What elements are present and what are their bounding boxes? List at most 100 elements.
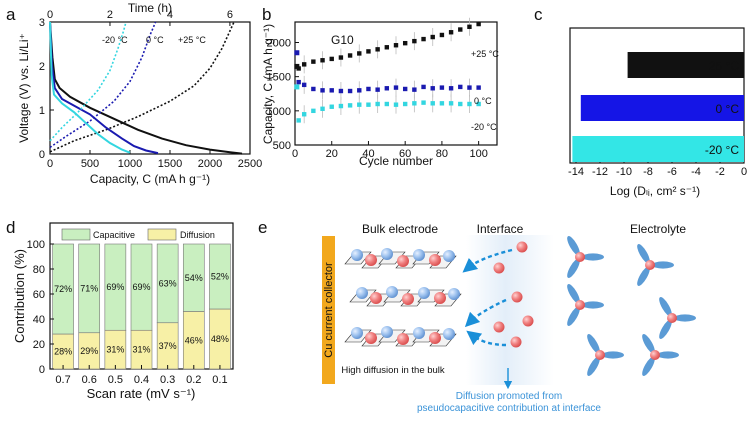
panel-d-capacitive-label: 54%	[185, 273, 203, 283]
panel-b-point-25C	[393, 43, 399, 48]
panel-b-point-25C	[384, 45, 390, 50]
panel-b-frame	[294, 21, 498, 146]
solvent-molecule	[642, 356, 655, 376]
panel-a-top-tick-label: 4	[167, 9, 173, 21]
panel-a-top-tick-label: 0	[47, 9, 53, 21]
li-ion	[365, 332, 377, 344]
panel-d-legend-capacitive: Capacitive	[93, 230, 135, 240]
panel-d-y-tick-label: 100	[27, 239, 45, 251]
panel-d-capacitive-label: 63%	[159, 278, 177, 288]
panel-d-legend-diffusion: Diffusion	[180, 230, 215, 240]
panel-b-point--20C	[402, 101, 408, 107]
solvated-li-ion	[575, 300, 585, 310]
panel-b-point-0C	[430, 86, 435, 91]
panel-b-point-0C	[357, 88, 362, 93]
panel-a-legend-25: +25 °C	[178, 35, 206, 45]
panel-d-capacitive-bar	[78, 243, 101, 334]
panel-e-label: e	[258, 218, 267, 237]
li-ion	[365, 254, 377, 266]
panel-d-x-axis-title: Scan rate (mV s⁻¹)	[87, 386, 196, 401]
panel-c-bar-label: 0 °C	[716, 102, 740, 116]
panel-b-x-tick-label: 40	[362, 148, 374, 160]
panel-c-x-tick-label: -8	[643, 166, 653, 178]
panel-b-point-0C	[347, 88, 353, 94]
panel-b-point--20C	[357, 102, 362, 107]
interface-li-ion	[522, 315, 534, 327]
panel-d-diffusion-label: 28%	[54, 347, 72, 357]
panel-b-x-tick-label: 60	[399, 148, 411, 160]
solvent-molecule	[652, 261, 674, 269]
interface-li-ion	[510, 336, 522, 348]
panel-b-point-0C	[448, 86, 454, 91]
panel-b-points	[294, 17, 481, 124]
panel-b-x-tick-label: 100	[469, 148, 487, 160]
panel-b-point-0C	[375, 87, 380, 92]
panel-d-x-tick-label: 0.4	[134, 374, 149, 386]
panel-a-charge--20C	[49, 21, 127, 142]
panel-d-y-axis-title: Contribution (%)	[12, 249, 27, 343]
panel-b-point-25C	[467, 24, 472, 29]
panel-d-y-tick-label: 0	[39, 364, 45, 376]
solvated-li-ion	[595, 350, 605, 360]
panel-c-bar	[580, 95, 744, 121]
solvent-molecule	[674, 314, 696, 322]
panel-b-y-axis-title: Capacity, C (mA h g⁻¹)	[261, 24, 275, 144]
panel-d-x-tick-label: 0.2	[186, 374, 201, 386]
host-atom	[381, 248, 393, 260]
panel-b-point--20C	[458, 101, 463, 107]
panel-b-point--20C	[301, 112, 307, 117]
solvent-molecule	[567, 236, 580, 256]
li-ion	[397, 255, 409, 267]
host-atom	[351, 249, 363, 261]
panel-a-charge-25C	[49, 21, 235, 153]
panel-b-point-0C	[384, 86, 390, 91]
diffusion-arrow	[462, 248, 513, 273]
diffusion-note-line2: pseudocapacitive contribution at interfa…	[417, 403, 601, 414]
panel-b-ticks: 0 20 40 60 80 100 500 1000 1500 2000	[267, 38, 488, 161]
panel-c-x-tick-label: 0	[741, 166, 747, 178]
solvent-molecule	[659, 297, 672, 317]
panel-a-label: a	[6, 5, 16, 24]
panel-b-point-25C	[430, 34, 435, 40]
panel-b-point-25C	[439, 32, 445, 38]
panel-b-first-point-0C	[294, 50, 300, 56]
panel-b-point--20C	[296, 118, 301, 123]
panel-b-point-25C	[320, 58, 325, 63]
panel-b-point--20C	[347, 103, 353, 108]
panel-b-point-0C	[421, 84, 426, 90]
panel-d-ticks: 0 20 40 60 80 100 0.7 0.6 0.5 0.4 0.3 0.2 0.1	[27, 239, 228, 386]
panel-b-point-0C	[393, 85, 399, 90]
solvated-li-ion	[645, 260, 655, 270]
panel-b-point--20C	[421, 100, 426, 105]
panel-d-capacitive-bar	[52, 243, 74, 335]
interface-title: Interface	[477, 222, 524, 236]
panel-d-capacitive-label: 52%	[211, 272, 229, 282]
panel-b-point--20C	[448, 101, 454, 106]
panel-d-capacitive-bar	[104, 243, 127, 331]
panel-a-y-tick-label: 0	[39, 149, 45, 161]
panel-a-y-tick-label: 3	[39, 17, 45, 29]
host-atom	[418, 287, 430, 299]
panel-d-diffusion-label: 29%	[80, 346, 98, 356]
li-ion	[434, 292, 446, 304]
panel-a-x-tick-label: 2500	[238, 158, 262, 170]
panel-d-capacitive-label: 72%	[54, 284, 72, 294]
panel-b-x-axis-title: Cycle number	[359, 154, 433, 168]
graphite-layers	[344, 248, 462, 347]
panel-a-curves	[49, 21, 243, 155]
interface-li-ion	[493, 321, 505, 333]
panel-d-capacitive-bar	[156, 243, 179, 324]
panel-a-discharge-0C	[49, 21, 159, 155]
host-atom	[448, 288, 460, 300]
host-atom	[386, 286, 398, 298]
panel-b-annotation: G10	[331, 33, 354, 47]
panel-b-point-0C	[311, 86, 316, 92]
panel-d-y-tick-label: 60	[33, 289, 45, 301]
panel-b-x-tick-label: 20	[326, 148, 338, 160]
panel-b-point--20C	[467, 101, 472, 107]
panel-b-y-tick-label: 2000	[267, 38, 291, 50]
panel-a-x-tick-label: 2000	[198, 158, 222, 170]
panel-b-y-tick-label: 1500	[267, 72, 291, 84]
panel-d-legend-capacitive-swatch	[61, 228, 91, 241]
